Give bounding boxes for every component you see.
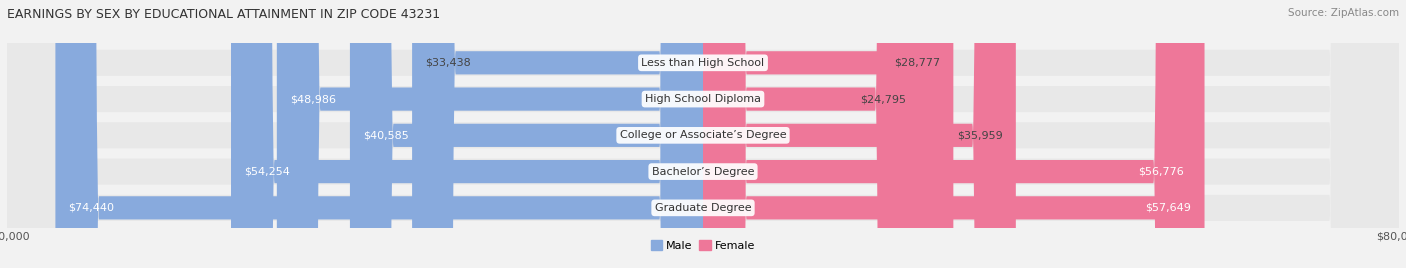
Text: $56,776: $56,776 — [1137, 167, 1184, 177]
FancyBboxPatch shape — [703, 0, 1205, 268]
FancyBboxPatch shape — [7, 0, 1399, 268]
FancyBboxPatch shape — [703, 0, 1015, 268]
Text: Less than High School: Less than High School — [641, 58, 765, 68]
FancyBboxPatch shape — [350, 0, 703, 268]
Text: $28,777: $28,777 — [894, 58, 941, 68]
FancyBboxPatch shape — [277, 0, 703, 268]
FancyBboxPatch shape — [231, 0, 703, 268]
Text: $54,254: $54,254 — [245, 167, 290, 177]
FancyBboxPatch shape — [7, 0, 1399, 268]
Text: $74,440: $74,440 — [69, 203, 114, 213]
Text: $33,438: $33,438 — [425, 58, 471, 68]
FancyBboxPatch shape — [412, 0, 703, 268]
Text: $40,585: $40,585 — [363, 130, 409, 140]
FancyBboxPatch shape — [703, 0, 1197, 268]
FancyBboxPatch shape — [7, 0, 1399, 268]
Text: $48,986: $48,986 — [290, 94, 336, 104]
Text: Bachelor’s Degree: Bachelor’s Degree — [652, 167, 754, 177]
FancyBboxPatch shape — [7, 0, 1399, 268]
FancyBboxPatch shape — [703, 0, 918, 268]
Text: Source: ZipAtlas.com: Source: ZipAtlas.com — [1288, 8, 1399, 18]
Text: High School Diploma: High School Diploma — [645, 94, 761, 104]
Text: College or Associate’s Degree: College or Associate’s Degree — [620, 130, 786, 140]
FancyBboxPatch shape — [7, 0, 1399, 268]
FancyBboxPatch shape — [703, 0, 953, 268]
Legend: Male, Female: Male, Female — [647, 236, 759, 255]
FancyBboxPatch shape — [55, 0, 703, 268]
Text: $24,795: $24,795 — [859, 94, 905, 104]
Text: Graduate Degree: Graduate Degree — [655, 203, 751, 213]
Text: $57,649: $57,649 — [1146, 203, 1191, 213]
Text: EARNINGS BY SEX BY EDUCATIONAL ATTAINMENT IN ZIP CODE 43231: EARNINGS BY SEX BY EDUCATIONAL ATTAINMEN… — [7, 8, 440, 21]
Text: $35,959: $35,959 — [957, 130, 1002, 140]
